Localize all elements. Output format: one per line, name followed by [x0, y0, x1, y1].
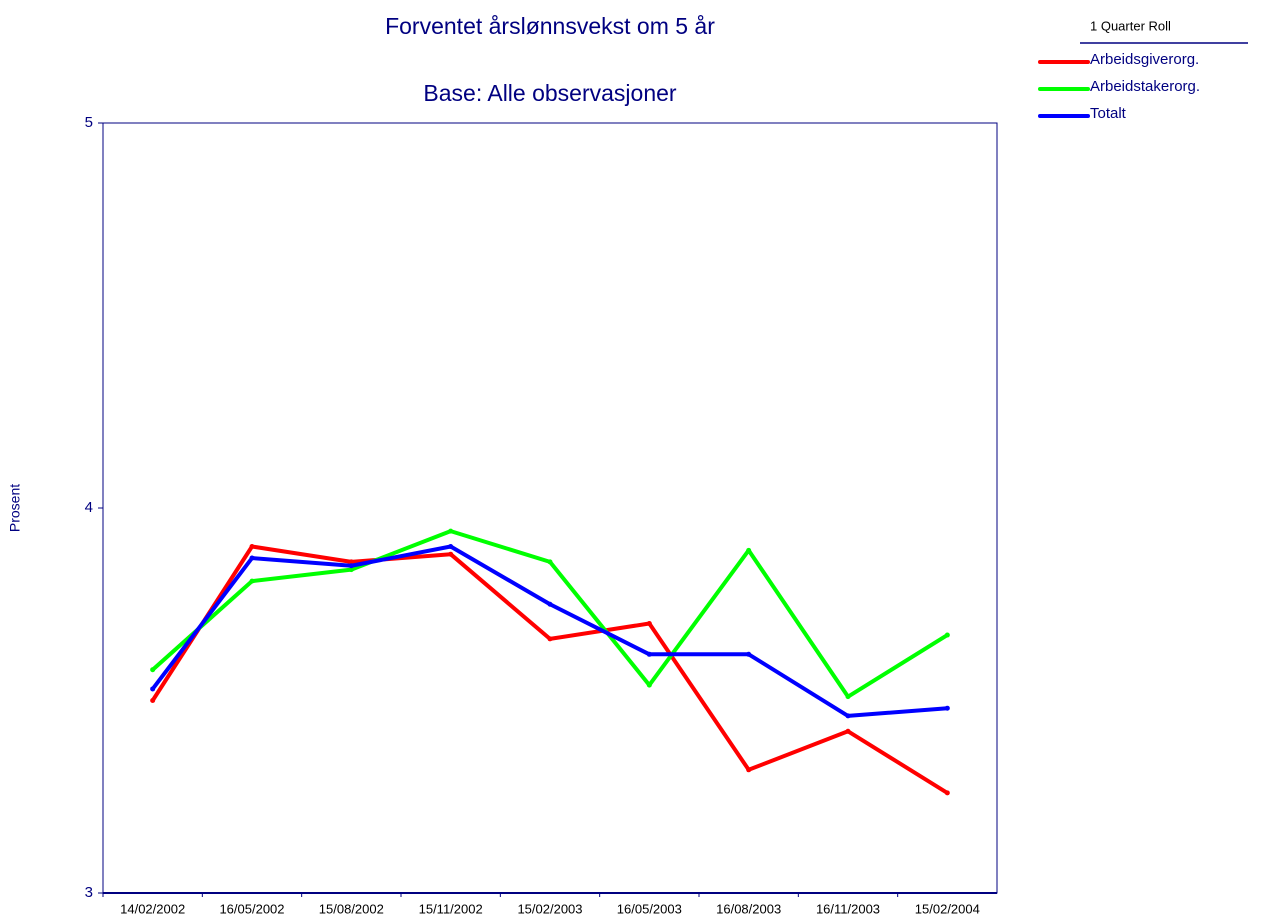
y-tick-label: 5: [85, 114, 93, 131]
data-point: [944, 632, 950, 638]
data-point: [944, 790, 950, 796]
data-point: [845, 694, 851, 700]
legend-label: Totalt: [1090, 105, 1127, 122]
plot-frame: [102, 122, 998, 894]
data-point: [249, 578, 255, 584]
x-tick-label: 16/08/2003: [716, 901, 781, 916]
data-point: [746, 651, 752, 657]
x-tick-label: 16/05/2003: [617, 901, 682, 916]
series-line: [151, 529, 949, 699]
chart-subtitle: Base: Alle observasjoner: [423, 80, 676, 106]
legend-label: Arbeidsgiverorg.: [1090, 51, 1199, 68]
data-point: [944, 705, 950, 711]
data-point: [845, 728, 851, 734]
legend-title: 1 Quarter Roll: [1090, 18, 1171, 33]
data-point: [348, 567, 354, 573]
data-point: [249, 544, 255, 549]
x-tick-label: 15/08/2002: [319, 901, 384, 916]
data-point: [845, 713, 851, 719]
data-point: [646, 651, 652, 657]
x-tick-label: 15/11/2002: [419, 901, 483, 916]
data-point: [448, 544, 454, 549]
x-tick-label: 15/02/2003: [517, 901, 582, 916]
data-point: [150, 686, 156, 692]
x-tick-label: 16/05/2002: [219, 901, 284, 916]
x-tick-label: 14/02/2002: [120, 901, 185, 916]
series-line: [151, 544, 948, 718]
data-point: [448, 528, 454, 534]
data-point: [547, 601, 553, 607]
data-point: [646, 682, 652, 688]
data-point: [746, 547, 752, 553]
data-point: [249, 555, 255, 561]
chart-title: Forventet årslønnsvekst om 5 år: [385, 13, 715, 39]
y-axis-label: Prosent: [7, 484, 23, 532]
data-point: [746, 767, 752, 773]
data-point: [646, 621, 652, 626]
y-tick-label: 4: [85, 499, 93, 516]
x-tick-label: 15/02/2004: [915, 901, 980, 916]
x-tick-label: 16/11/2003: [816, 901, 880, 916]
legend-label: Arbeidstakerorg.: [1090, 78, 1200, 95]
data-point: [150, 698, 156, 703]
y-tick-label: 3: [85, 884, 93, 901]
data-point: [547, 559, 553, 565]
data-point: [150, 667, 156, 673]
data-point: [348, 559, 354, 565]
data-point: [547, 636, 553, 642]
data-point: [448, 551, 454, 557]
data-point: [348, 563, 354, 569]
